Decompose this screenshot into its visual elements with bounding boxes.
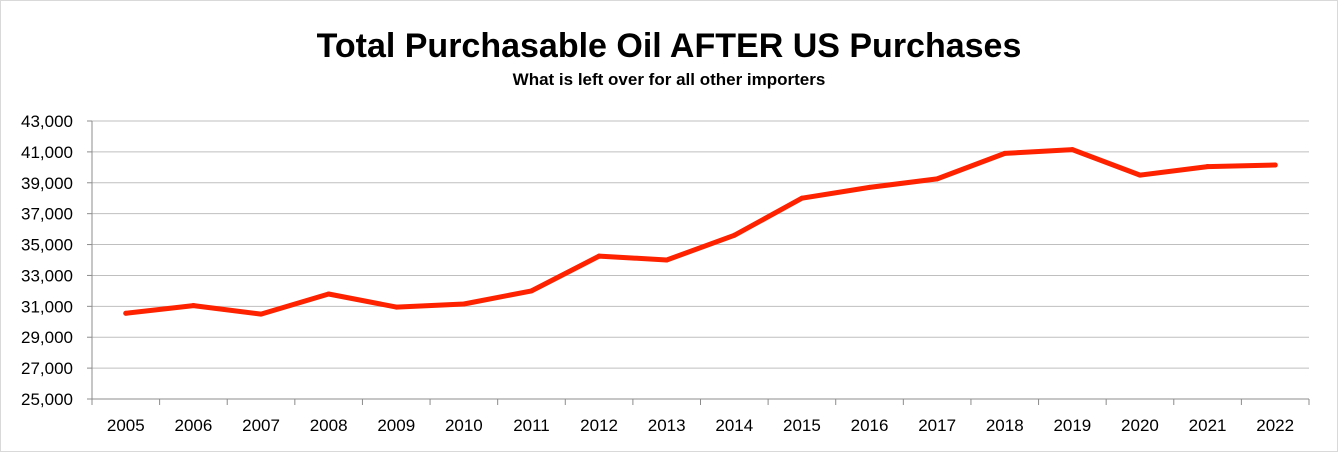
series-line — [123, 147, 1278, 317]
data-point — [326, 291, 332, 297]
y-tick-label: 41,000 — [21, 143, 73, 162]
x-tick-label: 2009 — [377, 416, 415, 435]
data-point — [867, 184, 873, 190]
x-tick-label: 2006 — [175, 416, 213, 435]
y-tick-label: 37,000 — [21, 205, 73, 224]
x-tick-label: 2016 — [851, 416, 889, 435]
x-tick-label: 2022 — [1256, 416, 1294, 435]
chart-title: Total Purchasable Oil AFTER US Purchases — [316, 27, 1022, 65]
x-tick-label: 2005 — [107, 416, 145, 435]
x-tick-label: 2010 — [445, 416, 483, 435]
y-tick-label: 25,000 — [21, 390, 73, 409]
data-point — [190, 303, 196, 309]
x-axis-tick-labels: 2005 2006 2007 2008 2009 2010 2011 2012 2013 2014… — [107, 416, 1294, 435]
data-point — [1272, 162, 1278, 168]
axes — [87, 120, 1310, 405]
x-tick-label: 2019 — [1053, 416, 1091, 435]
data-point — [258, 311, 264, 317]
y-tick-label: 27,000 — [21, 359, 73, 378]
y-tick-label: 39,000 — [21, 174, 73, 193]
data-point — [596, 253, 602, 259]
x-tick-label: 2013 — [648, 416, 686, 435]
data-point — [799, 195, 805, 201]
series-layer — [123, 147, 1278, 317]
y-axis-tick-labels: 25,000 27,000 29,000 31,000 33,000 35,000 37,0… — [21, 112, 73, 409]
chart-subtitle: What is left over for all other importer… — [512, 70, 826, 89]
x-tick-label: 2017 — [918, 416, 956, 435]
y-tick-label: 29,000 — [21, 328, 73, 347]
data-point — [664, 257, 670, 263]
data-point — [393, 304, 399, 310]
x-tick-label: 2018 — [986, 416, 1024, 435]
x-tick-label: 2020 — [1121, 416, 1159, 435]
data-point — [461, 301, 467, 307]
data-point — [731, 232, 737, 238]
y-tick-label: 31,000 — [21, 297, 73, 316]
gridlines — [92, 120, 1309, 369]
x-tick-label: 2008 — [310, 416, 348, 435]
x-tick-label: 2011 — [513, 416, 550, 435]
data-point — [934, 176, 940, 182]
data-point — [1069, 147, 1075, 153]
data-point — [1002, 150, 1008, 156]
x-tick-label: 2007 — [242, 416, 280, 435]
data-point — [1137, 172, 1143, 178]
y-tick-label: 43,000 — [21, 112, 73, 131]
y-tick-label: 33,000 — [21, 266, 73, 285]
x-tick-label: 2014 — [715, 416, 753, 435]
data-point — [1205, 164, 1211, 170]
y-tick-label: 35,000 — [21, 236, 73, 255]
x-tick-label: 2021 — [1189, 416, 1227, 435]
data-point — [528, 288, 534, 294]
x-tick-label: 2012 — [580, 416, 618, 435]
x-tick-label: 2015 — [783, 416, 821, 435]
data-point — [123, 310, 129, 316]
